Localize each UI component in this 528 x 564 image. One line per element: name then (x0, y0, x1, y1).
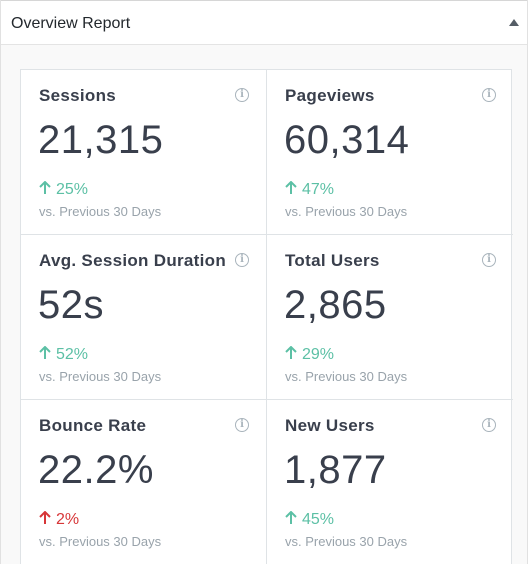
metric-tile-pageviews: Pageviews i 60,314 47% vs. Previous 30 D… (267, 70, 513, 235)
panel-title: Overview Report (11, 15, 131, 32)
metric-compare: vs. Previous 30 Days (39, 369, 162, 384)
metric-tile-new-users: New Users i 1,877 45% vs. Previous 30 Da… (267, 400, 513, 564)
info-icon[interactable]: i (235, 418, 249, 432)
metric-value: 52s (38, 283, 104, 327)
metric-change-value: 2% (56, 511, 80, 528)
metric-label: Bounce Rate (39, 416, 147, 435)
metric-value: 21,315 (38, 118, 164, 162)
metric-value: 60,314 (284, 118, 410, 162)
metric-compare: vs. Previous 30 Days (39, 534, 162, 549)
caret-up-icon[interactable] (509, 19, 519, 26)
metric-change-value: 29% (302, 346, 335, 363)
metric-compare: vs. Previous 30 Days (285, 369, 408, 384)
metric-tile-sessions: Sessions i 21,315 25% vs. Previous 30 Da… (21, 70, 267, 235)
metric-value: 22.2% (38, 448, 154, 492)
arrow-up-icon (39, 511, 51, 525)
info-icon[interactable]: i (235, 88, 249, 102)
metric-label: Avg. Session Duration (39, 251, 227, 270)
metric-tile-bounce-rate: Bounce Rate i 22.2% 2% vs. Previous 30 D… (21, 400, 267, 564)
metric-tile-avg-session-duration: Avg. Session Duration i 52s 52% vs. Prev… (21, 235, 267, 400)
arrow-up-icon (39, 181, 51, 195)
metric-change: 47% (285, 180, 334, 200)
arrow-up-icon (39, 346, 51, 360)
metric-compare: vs. Previous 30 Days (39, 204, 162, 219)
arrow-up-icon (285, 346, 297, 360)
info-icon[interactable]: i (482, 418, 496, 432)
metric-change: 45% (285, 510, 334, 530)
metric-change-value: 47% (302, 181, 335, 198)
info-icon[interactable]: i (482, 88, 496, 102)
metric-value: 1,877 (284, 448, 387, 492)
metric-change: 29% (285, 345, 334, 365)
info-icon[interactable]: i (482, 253, 496, 267)
metric-tile-total-users: Total Users i 2,865 29% vs. Previous 30 … (267, 235, 513, 400)
metric-change-value: 52% (56, 346, 89, 363)
info-icon[interactable]: i (235, 253, 249, 267)
metric-change-value: 25% (56, 181, 89, 198)
metric-label: Pageviews (285, 86, 375, 105)
metric-label: New Users (285, 416, 375, 435)
metrics-grid: Sessions i 21,315 25% vs. Previous 30 Da… (20, 69, 513, 564)
metric-change: 25% (39, 180, 88, 200)
metric-compare: vs. Previous 30 Days (285, 204, 408, 219)
metric-change-value: 45% (302, 511, 335, 528)
metric-change: 2% (39, 510, 79, 530)
metric-compare: vs. Previous 30 Days (285, 534, 408, 549)
panel-header[interactable]: Overview Report (1, 0, 527, 45)
metric-change: 52% (39, 345, 88, 365)
metric-value: 2,865 (284, 283, 387, 327)
metric-label: Sessions (39, 86, 117, 105)
metric-label: Total Users (285, 251, 380, 270)
arrow-up-icon (285, 181, 297, 195)
arrow-up-icon (285, 511, 297, 525)
